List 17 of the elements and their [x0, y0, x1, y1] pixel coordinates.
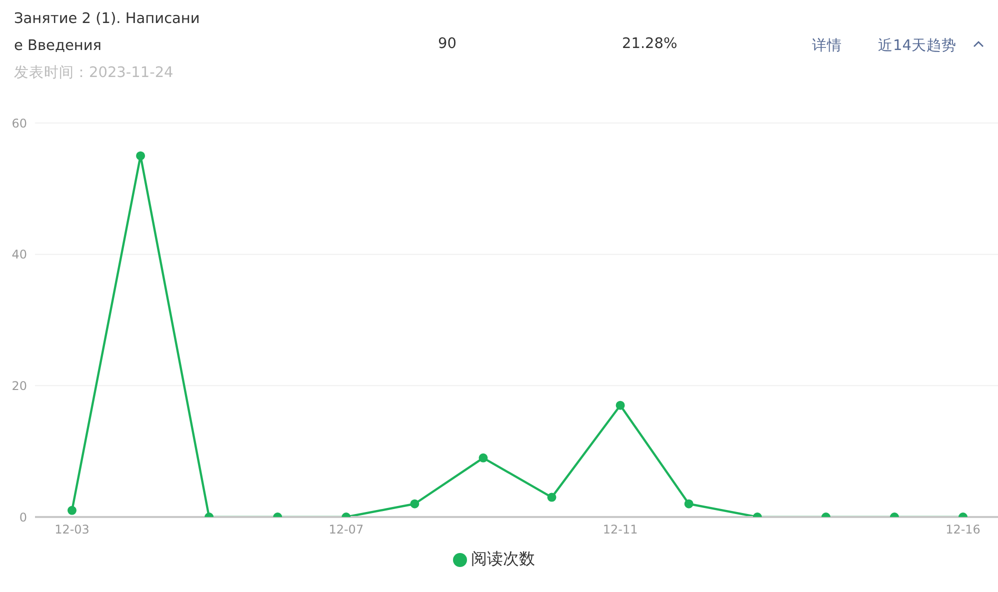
text: 90 — [438, 36, 456, 52]
y-tick-label: 60 — [12, 116, 27, 130]
point — [136, 151, 146, 160]
x-tick-label: 12-16 — [946, 522, 980, 537]
text: 21.28% — [622, 36, 678, 52]
x-tick-label: 12-11 — [602, 522, 638, 537]
text: 详情 — [812, 36, 842, 55]
chart-subtitle: 发表时间：2023-11-24 — [14, 64, 174, 82]
y-tick-label: 40 — [12, 248, 27, 262]
point — [616, 400, 625, 410]
y-tick-label: 0 — [19, 510, 27, 524]
chart-title: Занятие 2 (1). Написание Введения — [14, 10, 201, 56]
x-tick-label: 12-07 — [328, 522, 364, 537]
y-tick-label: 20 — [12, 378, 27, 393]
text: 近14天趋势 — [878, 37, 956, 55]
legend-label: 阅读次数 — [471, 549, 535, 568]
x-tick-label: 12-03 — [54, 522, 90, 537]
